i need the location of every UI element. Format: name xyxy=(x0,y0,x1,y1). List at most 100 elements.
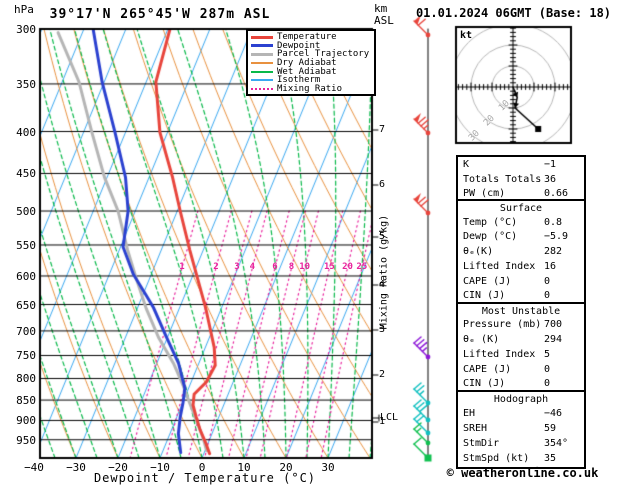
pressure-tick-label: 300 xyxy=(16,23,36,36)
mixing-ratio-value-label: 25 xyxy=(356,262,368,272)
panel-row-value: 59 xyxy=(544,423,557,434)
pressure-tick-label: 500 xyxy=(16,205,36,219)
panel-section-title: Hodograph xyxy=(493,394,549,405)
panel-row: θₑ (K) 294 xyxy=(458,333,584,346)
panel-row: K −1 xyxy=(458,158,584,171)
hodograph-panel: Hodograph EH −46 SREH 59 StmDir 354° StmSpd (kt… xyxy=(456,390,586,469)
pressure-tick-label: 800 xyxy=(16,372,36,386)
legend-label: Temperature xyxy=(277,32,337,43)
copyright: © weatheronline.co.uk xyxy=(446,466,599,480)
legend-label: Dry Adiabat xyxy=(277,58,337,69)
panel-row-value: 35 xyxy=(544,453,557,464)
x-axis-title: Dewpoint / Temperature (°C) xyxy=(93,471,317,485)
panel-row-value: 36 xyxy=(544,173,557,185)
legend-item: Dry Adiabat xyxy=(251,58,371,69)
panel-row-label: Lifted Index xyxy=(463,260,536,272)
panel-row: Lifted Index 16 xyxy=(458,260,584,273)
panel-row-value: 5 xyxy=(544,348,551,360)
pressure-tick-label: 400 xyxy=(16,125,36,139)
legend-item: Dewpoint xyxy=(251,40,371,51)
temp-tick-label: −40 xyxy=(24,461,44,474)
km-tick-label: 1 xyxy=(379,416,386,427)
temp-tick-label: 30 xyxy=(321,461,335,474)
panel-row-value: 0 xyxy=(544,275,551,287)
panel-section-title: Surface xyxy=(499,202,543,214)
legend-label: Dewpoint xyxy=(277,40,321,51)
mixing-ratio-value-label: 4 xyxy=(249,262,256,272)
panel-row: Temp (°C) 0.8 xyxy=(458,216,584,229)
panel-row-label: CIN (J) xyxy=(463,378,506,390)
panel-row: StmSpd (kt) 35 xyxy=(458,452,584,465)
panel-row-label: PW (cm) xyxy=(463,187,506,199)
panel-row-label: Temp (°C) xyxy=(463,216,518,228)
mixing-ratio-axis-label: Mixing Ratio (g/kg) xyxy=(378,214,390,330)
stats-panel: K −1 Totals Totals 36 PW (cm) 0.66 xyxy=(456,155,586,203)
datetime-label: 01.01.2024 06GMT (Base: 18) xyxy=(415,6,612,20)
km-tick-label: 4 xyxy=(379,279,386,290)
temp-tick-label: −20 xyxy=(108,461,128,474)
panel-row-value: 0 xyxy=(544,290,551,302)
legend-label: Isotherm xyxy=(277,75,321,86)
legend-item: Wet Adiabat xyxy=(251,67,371,77)
pressure-tick-label: 850 xyxy=(16,394,36,408)
panel-row-value: −1 xyxy=(544,159,557,171)
pressure-tick-label: 650 xyxy=(16,298,36,312)
km-tick-label: 3 xyxy=(379,324,386,335)
temp-tick-label: −30 xyxy=(66,461,86,474)
hodograph-unit-label: kt xyxy=(460,30,473,41)
pressure-tick-label: 700 xyxy=(16,324,36,338)
panel-row-label: SREH xyxy=(463,423,488,434)
legend-label: Parcel Trajectory xyxy=(277,49,370,60)
mixing-ratio-value-label: 6 xyxy=(272,262,278,272)
panel-row-value: 700 xyxy=(544,319,563,331)
mixing-ratio-value-label: 15 xyxy=(323,262,335,272)
panel-row-label: Totals Totals xyxy=(463,173,542,185)
panel-row-label: Dewp (°C) xyxy=(463,231,518,243)
mixing-ratio-value-label: 20 xyxy=(342,262,353,272)
surface-panel: Surface Temp (°C) 0.8 Dewp (°C) −5.9 θₑ(K) 282… xyxy=(456,199,586,306)
panel-row-value: 0 xyxy=(544,363,551,375)
mixing-ratio-value-label: 1 xyxy=(179,262,185,272)
panel-row-label: StmDir xyxy=(463,438,500,449)
panel-row-value: −46 xyxy=(544,408,563,419)
panel-row-label: CIN (J) xyxy=(463,290,506,302)
most-unstable-panel: Most Unstable Pressure (mb) 700 θₑ (K) 294 Li… xyxy=(456,302,586,394)
panel-row-label: K xyxy=(463,159,470,171)
legend-item: Isotherm xyxy=(251,75,371,86)
panel-row: CIN (J) 0 xyxy=(458,377,584,390)
temp-tick-label: −10 xyxy=(150,461,170,474)
panel-row: Totals Totals 36 xyxy=(458,173,584,186)
panel-row: CAPE (J) 0 xyxy=(458,363,584,376)
panel-row-label: StmSpd (kt) xyxy=(463,453,530,464)
mixing-ratio-value-label: 8 xyxy=(288,262,295,272)
legend-swatch-dewpoint xyxy=(251,44,273,48)
panel-row-label: CAPE (J) xyxy=(463,363,512,375)
panel-row: EH −46 xyxy=(458,407,584,420)
legend-label: Mixing Ratio xyxy=(277,83,343,94)
panel-row-value: 354° xyxy=(544,438,569,449)
panel-row-value: 0.66 xyxy=(544,187,569,199)
mixing-ratio-value-label: 10 xyxy=(299,262,311,272)
panel-row-value: 0.8 xyxy=(544,216,563,228)
temp-tick-label: 20 xyxy=(279,461,293,474)
panel-row: θₑ(K) 282 xyxy=(458,245,584,258)
page-title: 39°17'N 265°45'W 287m ASL xyxy=(49,7,271,22)
panel-row-label: θₑ (K) xyxy=(463,334,500,346)
panel-row-label: Pressure (mb) xyxy=(463,319,542,331)
legend-item: Mixing Ratio xyxy=(251,83,371,94)
pressure-tick-label: 900 xyxy=(16,414,36,428)
altitude-unit-asl: ASL xyxy=(374,14,394,27)
panel-row: SREH 59 xyxy=(458,422,584,435)
pressure-unit-label: hPa xyxy=(14,3,34,16)
panel-row: Dewp (°C) −5.9 xyxy=(458,230,584,243)
panel-row: CAPE (J) 0 xyxy=(458,275,584,288)
legend-swatch-mixing-ratio xyxy=(251,87,273,90)
pressure-tick-label: 750 xyxy=(16,349,36,363)
panel-row-value: −5.9 xyxy=(544,231,569,243)
km-tick-label: 7 xyxy=(379,124,386,135)
legend-swatch-isotherm xyxy=(251,79,273,82)
mixing-ratio-value-label: 3 xyxy=(234,262,240,272)
temp-tick-label: 0 xyxy=(198,461,206,474)
legend: Temperature Dewpoint Parcel Trajectory Dry … xyxy=(246,29,376,97)
legend-swatch-wet-adiabat xyxy=(251,70,273,73)
